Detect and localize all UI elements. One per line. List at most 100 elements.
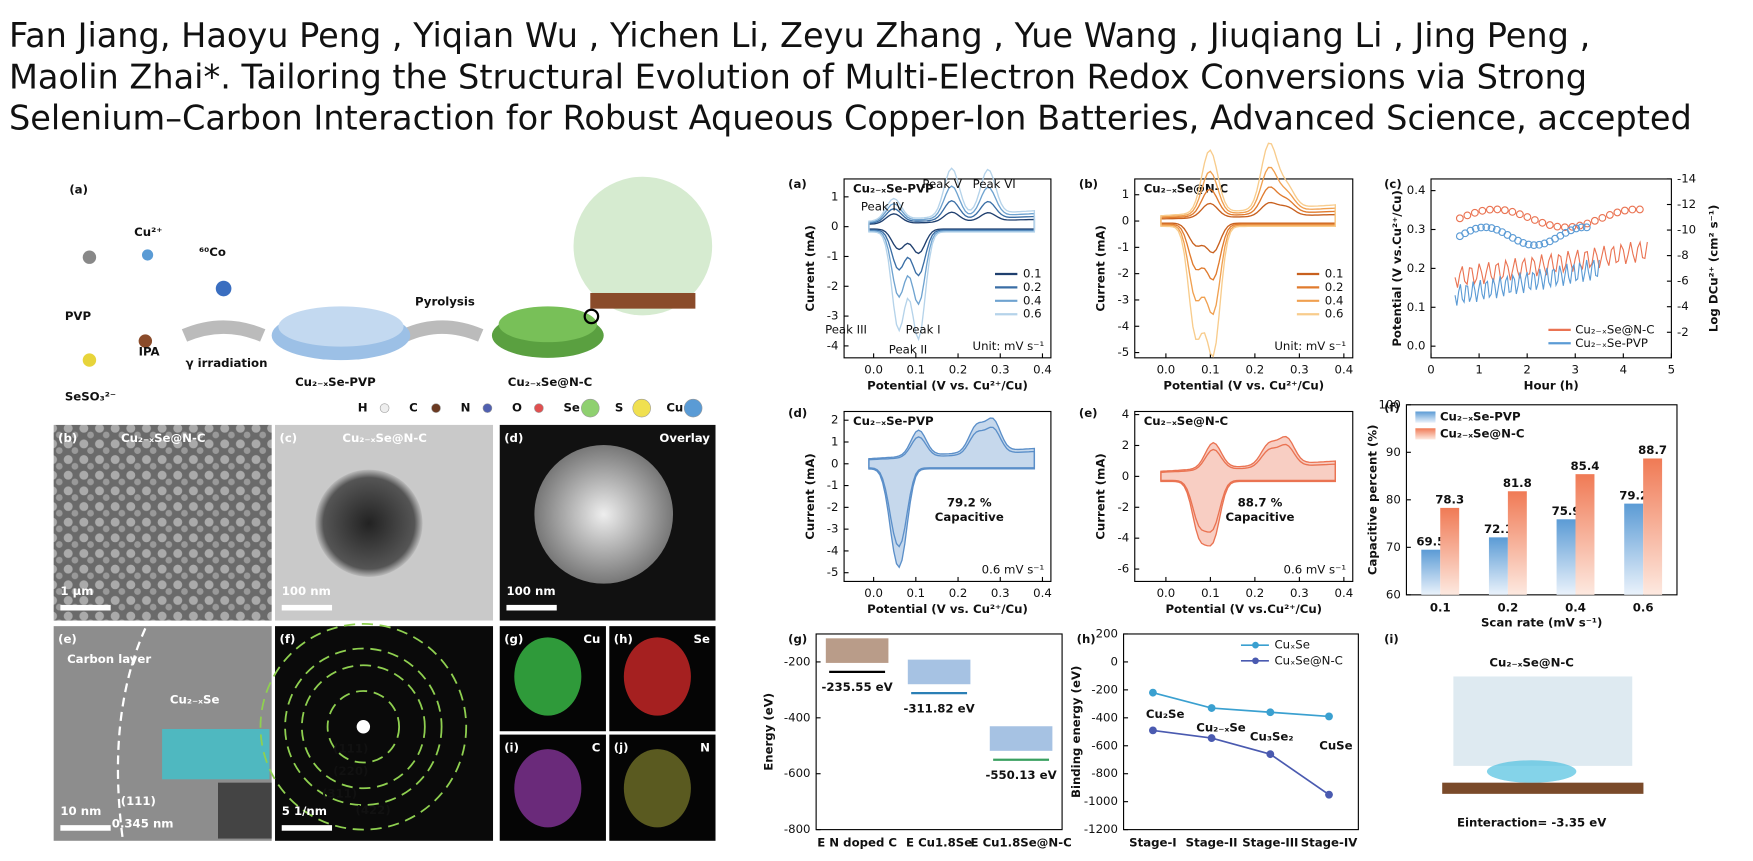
trace-marker bbox=[1553, 222, 1562, 231]
y-tick-label: 100 bbox=[1378, 397, 1400, 411]
x-tick-label: 0.1 bbox=[1201, 363, 1220, 377]
trace-marker bbox=[1508, 207, 1517, 216]
structure-icon bbox=[989, 726, 1053, 751]
y-tick-label: -5 bbox=[827, 565, 839, 579]
plot-frame bbox=[1134, 410, 1354, 582]
phase-label: Cu₂Se bbox=[1146, 707, 1185, 721]
map-blob bbox=[623, 749, 691, 828]
y-tick-label: 0.4 bbox=[1407, 183, 1426, 197]
y-axis-label: Potential (V vs.Cu²⁺/Cu) bbox=[1390, 190, 1404, 347]
scale-label: 5 1/nm bbox=[282, 804, 327, 818]
data-label: 75.9 bbox=[1552, 504, 1581, 518]
trace-marker bbox=[1577, 223, 1586, 232]
x-axis-label: Potential (V vs. Cu²⁺/Cu) bbox=[867, 378, 1028, 392]
image-title: Cu₂₋ₓSe@N-C bbox=[121, 431, 205, 445]
ring-label: (111) bbox=[333, 742, 368, 756]
citation-line: Fan Jiang, Haoyu Peng , Yiqian Wu , Yich… bbox=[9, 16, 1590, 55]
trace-marker bbox=[1463, 211, 1472, 220]
interaction-energy: Einteraction= -3.35 eV bbox=[1457, 815, 1607, 829]
trace-marker bbox=[1613, 208, 1622, 217]
peak-label: Peak IV bbox=[861, 199, 904, 213]
ring-label: (220) bbox=[333, 764, 368, 778]
y-tick-label: -2 bbox=[1117, 500, 1129, 514]
trace-marker bbox=[1535, 240, 1544, 249]
plot-title: Cu₂₋ₓSe-PVP bbox=[853, 414, 934, 428]
product: Cu₂₋ₓSe@N-C bbox=[508, 375, 592, 389]
y-tick-label: -200 bbox=[784, 654, 811, 668]
y-tick-label: 2 bbox=[1122, 438, 1129, 452]
unit-label: 0.6 mV s⁻¹ bbox=[1284, 563, 1347, 577]
x-tick-label: 0.6 bbox=[1633, 601, 1654, 615]
trace-marker bbox=[1515, 210, 1524, 219]
series-marker bbox=[1149, 688, 1157, 697]
legend-label: S bbox=[615, 401, 623, 415]
image-title: Cu₂₋ₓSe@N-C bbox=[342, 431, 426, 445]
capacitive-value: 79.2 % bbox=[947, 496, 992, 510]
trace-marker bbox=[1471, 224, 1480, 233]
panel-label: (b) bbox=[1079, 177, 1098, 191]
y-tick-label: -3 bbox=[827, 309, 839, 323]
structure-title: Cu₂₋ₓSe@N-C bbox=[1489, 656, 1573, 670]
legend-label: 0.2 bbox=[1325, 280, 1344, 294]
scale-label: 100 nm bbox=[282, 584, 331, 598]
trace-marker bbox=[1482, 223, 1491, 232]
legend-label: 0.4 bbox=[1023, 293, 1042, 307]
sheet bbox=[278, 306, 404, 347]
trace-marker bbox=[1478, 206, 1487, 215]
y-tick-label: -1200 bbox=[1084, 822, 1118, 836]
trace-marker bbox=[1590, 216, 1599, 225]
peak-label: Peak VI bbox=[973, 177, 1016, 191]
y-tick-label: 0.1 bbox=[1407, 300, 1426, 314]
x-tick-label: Stage-II bbox=[1186, 836, 1238, 850]
series-marker bbox=[1325, 790, 1333, 799]
scale-bar bbox=[60, 825, 111, 831]
legend-swatch bbox=[534, 403, 544, 413]
cv-curve bbox=[868, 211, 1036, 255]
trace-marker bbox=[1598, 213, 1607, 222]
panel-label: (c) bbox=[279, 431, 297, 445]
y2-tick-label: -2 bbox=[1677, 325, 1689, 339]
particle bbox=[315, 469, 423, 577]
carbon bbox=[590, 292, 696, 309]
legend-label: N bbox=[461, 401, 471, 415]
x-tick-label: 0.0 bbox=[864, 363, 883, 377]
x-tick-label: 2 bbox=[1523, 363, 1530, 377]
x-axis-label: Hour (h) bbox=[1524, 378, 1579, 392]
x-tick-label: 0.1 bbox=[1201, 586, 1220, 600]
legend-label: Cu₂₋ₓSe@N-C bbox=[1575, 322, 1654, 336]
panel-label: (b) bbox=[58, 431, 77, 445]
y2-tick-label: -8 bbox=[1677, 248, 1689, 262]
trace-marker bbox=[1583, 219, 1592, 228]
y-tick-label: 0.0 bbox=[1407, 339, 1426, 353]
y-tick-label: -1 bbox=[827, 249, 839, 263]
scale-bar bbox=[281, 825, 333, 831]
bar bbox=[1440, 507, 1460, 595]
legend-label: Cu₂₋ₓSe@N-C bbox=[1440, 426, 1524, 440]
trace-marker bbox=[1500, 206, 1509, 215]
trace-marker bbox=[1572, 224, 1581, 233]
legend-label: 0.6 bbox=[1325, 307, 1344, 321]
x-tick-label: 0.1 bbox=[907, 586, 926, 600]
y-axis-label: Energy (eV) bbox=[762, 693, 776, 771]
y-tick-label: -2 bbox=[1117, 266, 1129, 280]
sheet bbox=[498, 306, 598, 343]
x-tick-label: 0.1 bbox=[1430, 601, 1451, 615]
atom bbox=[215, 280, 232, 297]
saed-image bbox=[275, 626, 494, 841]
plot-frame bbox=[843, 178, 1052, 359]
x-tick-label: 0.3 bbox=[991, 363, 1010, 377]
trace-marker bbox=[1538, 218, 1547, 227]
y2-tick-label: -14 bbox=[1677, 171, 1696, 185]
trace bbox=[1454, 259, 1600, 306]
x-tick-label: 0.3 bbox=[991, 586, 1010, 600]
panel-label: (d) bbox=[504, 431, 523, 445]
y2-tick-label: -10 bbox=[1677, 223, 1696, 237]
map-blob bbox=[623, 637, 691, 716]
trace-marker bbox=[1567, 226, 1575, 235]
trace-marker bbox=[1605, 211, 1614, 219]
structure-image bbox=[1442, 676, 1644, 794]
trace bbox=[1454, 240, 1648, 288]
y2-axis-label: Log DCu²⁺ (cm² s⁻¹) bbox=[1706, 205, 1720, 332]
x-tick-label: 0.4 bbox=[1033, 586, 1052, 600]
step: γ irradiation bbox=[186, 356, 268, 370]
